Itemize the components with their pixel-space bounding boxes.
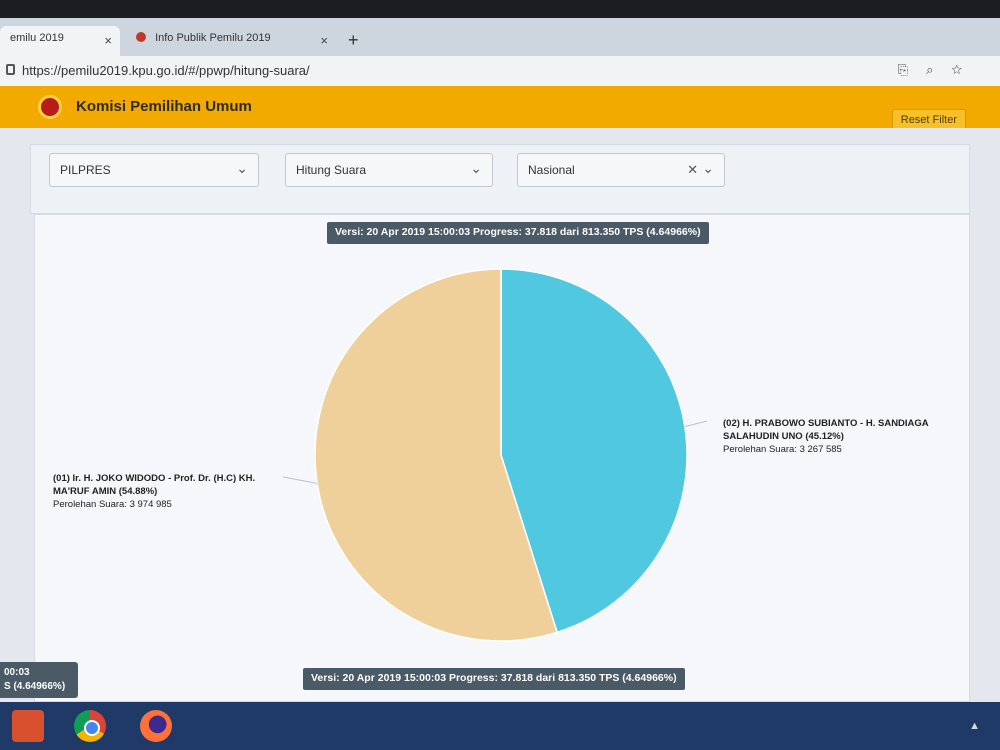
mode-select[interactable]: Hitung Suara ⌄ — [285, 153, 493, 187]
region-select[interactable]: Nasional ✕ ⌄ — [517, 153, 725, 187]
mode-select-value: Hitung Suara — [296, 163, 367, 177]
slice-label-02-line1: (02) H. PRABOWO SUBIANTO - H. SANDIAGA — [723, 418, 929, 429]
lock-icon — [6, 64, 15, 75]
left-tooltip-line1: 00:03 — [4, 667, 30, 678]
pie-chart — [282, 268, 708, 642]
address-actions: ⎘⌕☆ — [898, 62, 980, 78]
leader-line-01 — [282, 476, 318, 484]
star-icon[interactable]: ☆ — [951, 62, 980, 77]
chart-panel: Versi: 20 Apr 2019 15:00:03 Progress: 37… — [34, 214, 970, 702]
main-content: PILPRES ⌄ Hitung Suara ⌄ Nasional ✕ ⌄ Ve… — [0, 128, 1000, 702]
slice-label-01-line1: (01) Ir. H. JOKO WIDODO - Prof. Dr. (H.C… — [53, 473, 256, 484]
filter-bar: PILPRES ⌄ Hitung Suara ⌄ Nasional ✕ ⌄ — [30, 144, 970, 214]
tab-label: Info Publik Pemilu 2019 — [155, 32, 271, 44]
left-tooltip: 00:03 S (4.64966%) — [0, 662, 78, 698]
slice-votes-01: Perolehan Suara: 3 974 985 — [53, 499, 172, 510]
pie-slice-02[interactable] — [500, 268, 688, 634]
address-bar: https://pemilu2019.kpu.go.id/#/ppwp/hitu… — [0, 56, 1000, 86]
url-input[interactable]: https://pemilu2019.kpu.go.id/#/ppwp/hitu… — [22, 63, 310, 78]
chevron-down-icon: ⌄ — [236, 160, 248, 176]
translate-icon[interactable]: ⎘ — [897, 62, 927, 77]
site-header: Komisi Pemilihan Umum Reset Filter — [0, 86, 1000, 131]
leader-line-02 — [684, 420, 708, 428]
pie-slice-01[interactable] — [314, 268, 559, 642]
chevron-down-icon: ⌄ — [702, 160, 714, 176]
slice-label-01: (01) Ir. H. JOKO WIDODO - Prof. Dr. (H.C… — [53, 472, 303, 511]
chrome-icon[interactable] — [74, 710, 106, 742]
zoom-icon[interactable]: ⌕ — [926, 62, 952, 77]
favicon-icon — [136, 32, 146, 42]
election-select[interactable]: PILPRES ⌄ — [49, 153, 259, 187]
version-badge-top: Versi: 20 Apr 2019 15:00:03 Progress: 37… — [327, 222, 709, 244]
taskbar: ▲ — [0, 702, 1000, 750]
clear-icon[interactable]: ✕ — [687, 162, 698, 177]
site-title: Komisi Pemilihan Umum — [76, 98, 252, 115]
slice-label-01-line2: MA'RUF AMIN (54.88%) — [53, 486, 158, 497]
slice-label-02-line2: SALAHUDIN UNO (45.12%) — [723, 431, 844, 442]
kpu-logo — [38, 95, 62, 119]
slice-label-02: (02) H. PRABOWO SUBIANTO - H. SANDIAGA S… — [723, 417, 963, 456]
close-icon[interactable]: × — [320, 33, 328, 48]
firefox-icon[interactable] — [140, 710, 172, 742]
slice-votes-02: Perolehan Suara: 3 267 585 — [723, 444, 842, 455]
tray-chevron-icon[interactable]: ▲ — [969, 720, 980, 732]
browser-tab-info-publik[interactable]: Info Publik Pemilu 2019 × — [126, 26, 336, 56]
browser-tab-pemilu[interactable]: emilu 2019 × — [0, 26, 120, 56]
browser-tab-strip: emilu 2019 × Info Publik Pemilu 2019 × + — [0, 18, 1000, 56]
election-select-value: PILPRES — [60, 163, 111, 177]
version-badge-bottom: Versi: 20 Apr 2019 15:00:03 Progress: 37… — [303, 668, 685, 690]
new-tab-button[interactable]: + — [348, 30, 359, 50]
region-select-value: Nasional — [528, 163, 575, 177]
close-icon[interactable]: × — [104, 33, 112, 48]
tab-label: emilu 2019 — [10, 32, 64, 44]
left-tooltip-line2: S (4.64966%) — [4, 681, 66, 692]
media-player-icon[interactable] — [12, 710, 44, 742]
chevron-down-icon: ⌄ — [470, 160, 482, 176]
